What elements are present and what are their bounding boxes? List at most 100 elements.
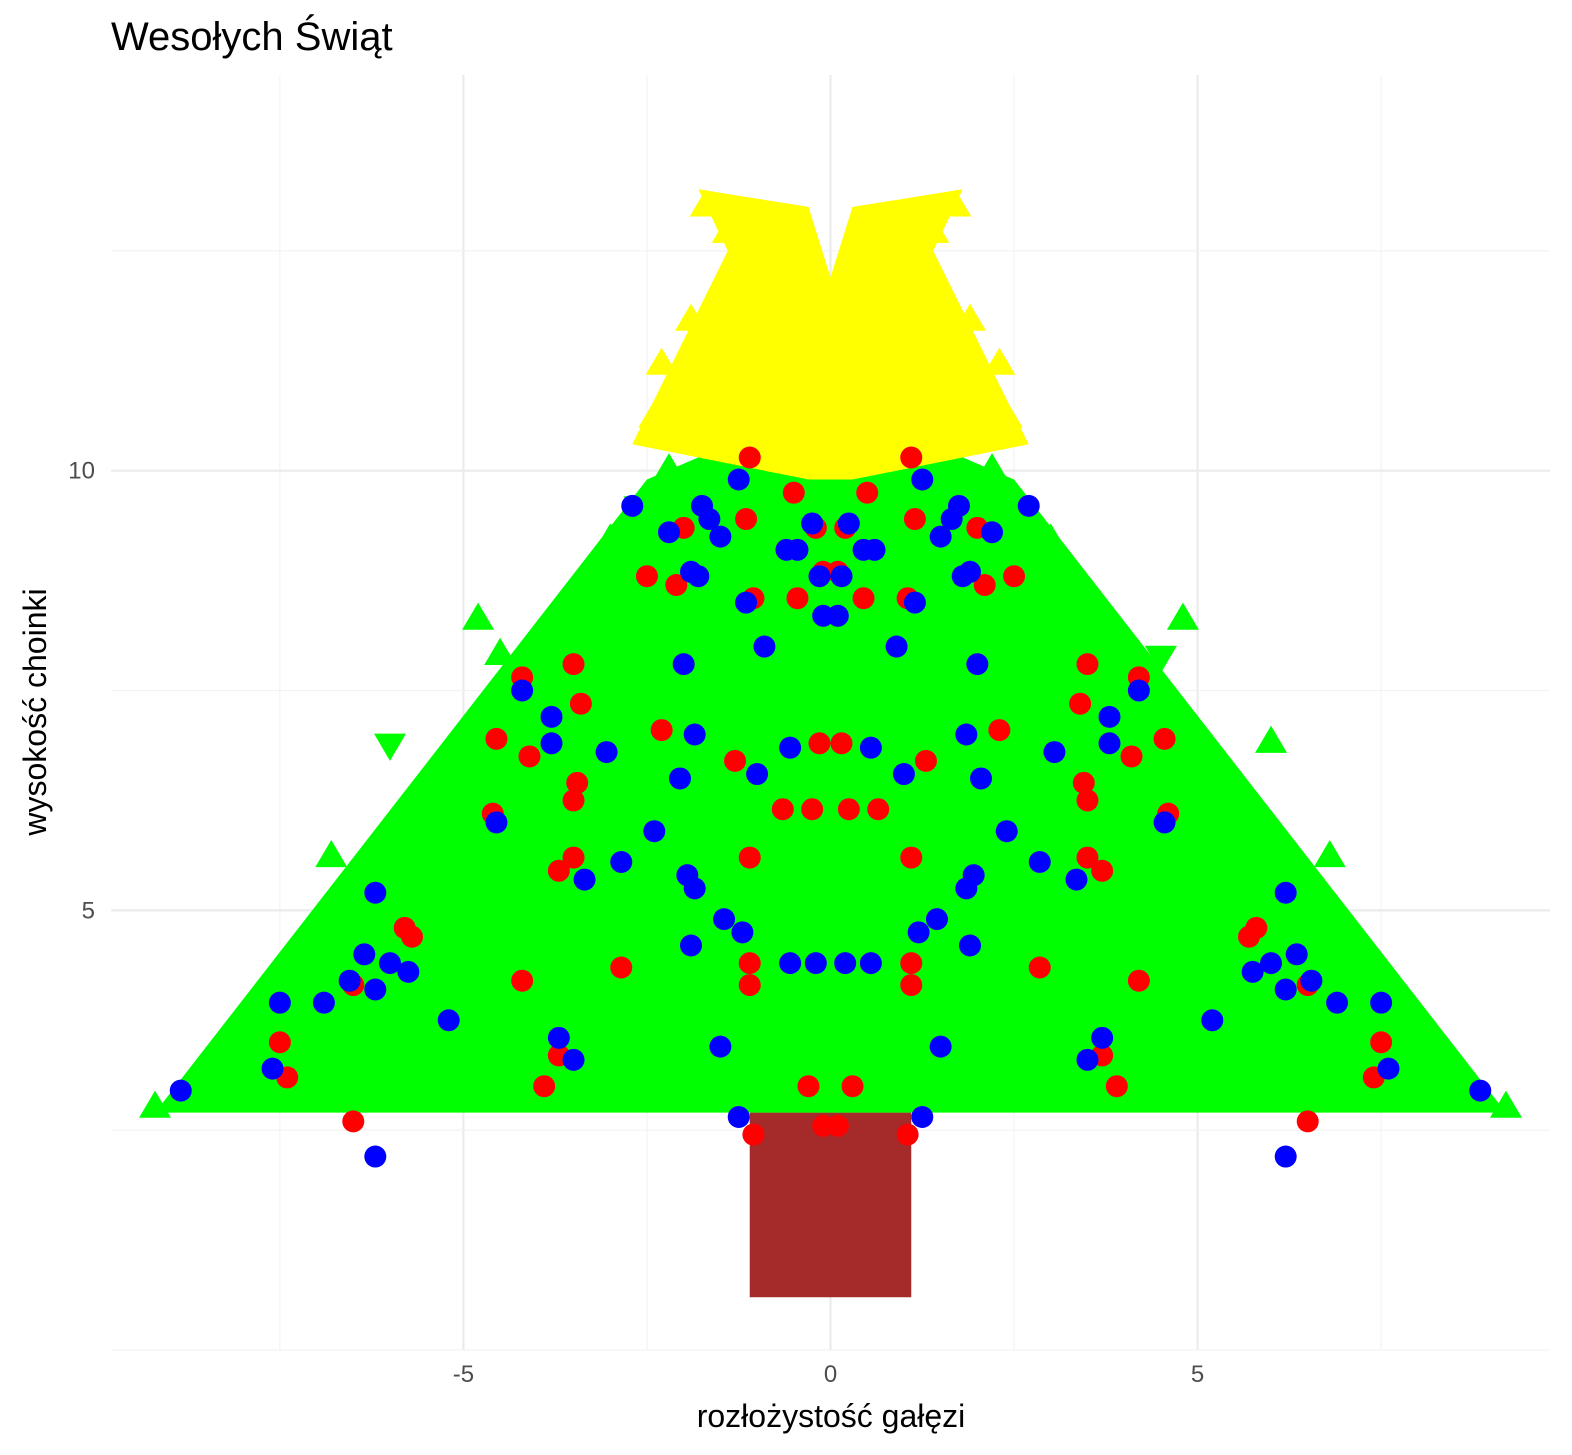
- ornament-blue: [735, 591, 758, 614]
- ornament-red: [782, 481, 805, 504]
- ornament-red: [1072, 771, 1095, 794]
- ornament-blue: [731, 921, 754, 944]
- ornament-layer: [169, 446, 1492, 1168]
- ornament-red: [1091, 859, 1114, 882]
- ornament-blue: [268, 991, 291, 1014]
- tree-marker: [462, 602, 495, 630]
- tree-marker: [322, 936, 355, 964]
- ornament-blue: [746, 763, 769, 786]
- ornament-red: [735, 508, 758, 531]
- tree-marker: [1306, 936, 1339, 964]
- ornament-blue: [672, 653, 695, 676]
- ornament-blue: [727, 468, 750, 491]
- ornament-blue: [312, 991, 335, 1014]
- ornament-blue: [955, 877, 978, 900]
- ornament-red: [973, 574, 996, 596]
- ornament-red: [511, 969, 534, 992]
- ornament-blue: [683, 723, 706, 746]
- ornament-red: [547, 859, 570, 882]
- ornament-blue: [830, 565, 853, 588]
- ornament-red: [903, 508, 926, 531]
- tree-marker: [447, 787, 480, 815]
- ornament-red: [900, 974, 923, 997]
- ornament-red: [1003, 565, 1026, 588]
- ornament-red: [738, 974, 761, 997]
- tree-trunk: [749, 1112, 912, 1298]
- ornament-blue: [801, 512, 824, 535]
- ornament-blue: [852, 538, 875, 561]
- ornament-blue: [698, 508, 721, 531]
- ornament-blue: [687, 565, 710, 588]
- tree-marker: [1489, 1090, 1522, 1118]
- ornament-blue: [885, 635, 908, 658]
- ornament-blue: [1017, 494, 1040, 517]
- ornament-blue: [1300, 969, 1323, 992]
- ornament-blue: [966, 653, 989, 676]
- ornament-red: [610, 956, 633, 979]
- ornament-blue: [378, 952, 401, 975]
- tree-marker: [1144, 645, 1177, 673]
- star-marker: [711, 215, 744, 243]
- x-tick-label: 0: [824, 1361, 837, 1388]
- x-tick-label: 5: [1191, 1361, 1204, 1388]
- x-axis-ticks: -5 0 5: [453, 1361, 1205, 1388]
- ornament-blue: [1370, 991, 1393, 1014]
- ornament-red: [786, 587, 809, 610]
- x-tick-label: -5: [453, 1361, 474, 1388]
- ornament-blue: [955, 723, 978, 746]
- star-marker: [968, 417, 1001, 446]
- ornament-red: [401, 925, 424, 948]
- ornament-blue: [1241, 960, 1264, 983]
- star-marker: [931, 338, 964, 366]
- ornament-red: [1120, 745, 1143, 768]
- ornament-red: [1296, 1110, 1319, 1133]
- ornament-blue: [364, 978, 387, 1001]
- ornament-blue: [995, 820, 1018, 843]
- y-axis-ticks: 5 10: [68, 458, 95, 925]
- star-marker: [814, 277, 847, 305]
- star-marker: [741, 294, 774, 323]
- ornament-blue: [1153, 811, 1176, 834]
- star-marker: [697, 338, 730, 366]
- tree-marker: [315, 839, 348, 868]
- tree-marker: [1350, 963, 1383, 991]
- tree-marker: [373, 733, 406, 761]
- ornament-blue: [364, 881, 387, 904]
- star-layer: [632, 189, 1029, 480]
- ornament-blue: [958, 934, 981, 957]
- star-marker: [990, 400, 1023, 428]
- ornament-red: [837, 798, 860, 821]
- ornament-blue: [709, 525, 732, 548]
- ornament-blue: [643, 820, 666, 843]
- tree-layer: [139, 400, 1522, 1118]
- ornament-red: [1153, 727, 1176, 750]
- ornament-blue: [892, 763, 915, 786]
- tree-marker: [410, 1051, 443, 1079]
- ornament-blue: [709, 1035, 732, 1058]
- ornament-red: [900, 846, 923, 869]
- ornament-red: [342, 1110, 365, 1133]
- ornament-blue: [808, 565, 831, 588]
- star-marker: [858, 233, 891, 261]
- ornament-blue: [779, 952, 802, 975]
- ornament-red: [562, 846, 585, 869]
- ornament-blue: [727, 1105, 750, 1128]
- ornament-red: [742, 1123, 765, 1146]
- ornament-blue: [837, 512, 860, 535]
- ornament-red: [1237, 925, 1260, 948]
- y-tick-label: 5: [82, 897, 95, 924]
- ornament-blue: [338, 969, 361, 992]
- ornament-blue: [1028, 850, 1051, 873]
- ornament-red: [518, 745, 541, 768]
- star-marker: [645, 347, 678, 375]
- ornament-blue: [610, 850, 633, 873]
- star-marker: [939, 189, 972, 217]
- ornament-blue: [1091, 1026, 1114, 1049]
- ornament-blue: [595, 741, 618, 764]
- tree-marker: [1218, 1059, 1251, 1087]
- ornament-red: [738, 846, 761, 869]
- tree-marker: [667, 1068, 700, 1096]
- ornament-blue: [668, 767, 691, 790]
- ornament-blue: [1274, 1145, 1297, 1168]
- ornament-blue: [786, 538, 809, 561]
